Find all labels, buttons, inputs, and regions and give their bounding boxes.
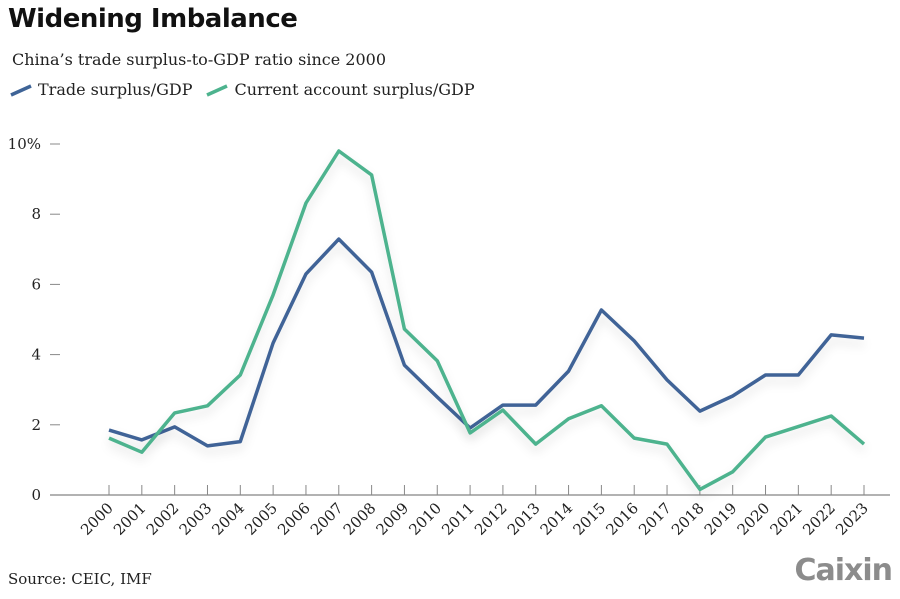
x-tick-label: 2021 — [766, 499, 806, 539]
x-tick-label: 2015 — [569, 499, 609, 539]
chart-subtitle: China’s trade surplus-to-GDP ratio since… — [12, 50, 386, 69]
legend-item-current-account: Current account surplus/GDP — [206, 80, 475, 99]
x-tick-label: 2000 — [77, 499, 117, 539]
series-line-current-account-surplus — [108, 149, 866, 492]
y-tick-label: 2 — [31, 416, 41, 434]
source-note: Source: CEIC, IMF — [8, 570, 152, 588]
x-tick-label: 2017 — [635, 499, 675, 539]
x-tick-label: 2023 — [832, 499, 872, 539]
legend-swatch-trade — [10, 83, 32, 97]
x-tick-label: 2011 — [438, 499, 478, 539]
y-tick-label: 0 — [31, 486, 41, 504]
x-tick-label: 2010 — [405, 499, 445, 539]
y-tick-label: 4 — [31, 346, 41, 364]
legend-label-trade: Trade surplus/GDP — [38, 80, 193, 99]
x-tick-label: 2003 — [176, 499, 216, 539]
chart-title: Widening Imbalance — [8, 4, 298, 34]
x-tick-label: 2016 — [602, 499, 642, 539]
x-tick-label: 2006 — [274, 499, 314, 539]
caixin-logo: Caixin — [794, 553, 893, 588]
x-tick-label: 2004 — [208, 499, 248, 539]
legend-label-current-account: Current account surplus/GDP — [234, 80, 475, 99]
legend: Trade surplus/GDP Current account surplu… — [10, 80, 475, 99]
x-tick-label: 2013 — [504, 499, 544, 539]
series-line-trade-surplus — [108, 237, 865, 448]
y-tick-label: 8 — [31, 205, 41, 223]
x-tick-label: 2009 — [373, 499, 413, 539]
y-tick-label: 6 — [31, 275, 41, 293]
x-tick-label: 2001 — [110, 499, 150, 539]
x-tick-label: 2008 — [340, 499, 380, 539]
x-tick-label: 2019 — [701, 499, 741, 539]
x-tick-label: 2014 — [537, 499, 577, 539]
legend-item-trade: Trade surplus/GDP — [10, 80, 192, 99]
x-tick-label: 2007 — [307, 499, 347, 539]
y-tick-label: 10% — [8, 135, 41, 153]
x-tick-label: 2022 — [799, 499, 839, 539]
x-tick-label: 2002 — [143, 499, 183, 539]
x-tick-label: 2018 — [668, 499, 708, 539]
x-tick-label: 2012 — [471, 499, 511, 539]
x-tick-label: 2020 — [734, 499, 774, 539]
x-tick-label: 2005 — [241, 499, 281, 539]
legend-swatch-current-account — [206, 83, 229, 97]
